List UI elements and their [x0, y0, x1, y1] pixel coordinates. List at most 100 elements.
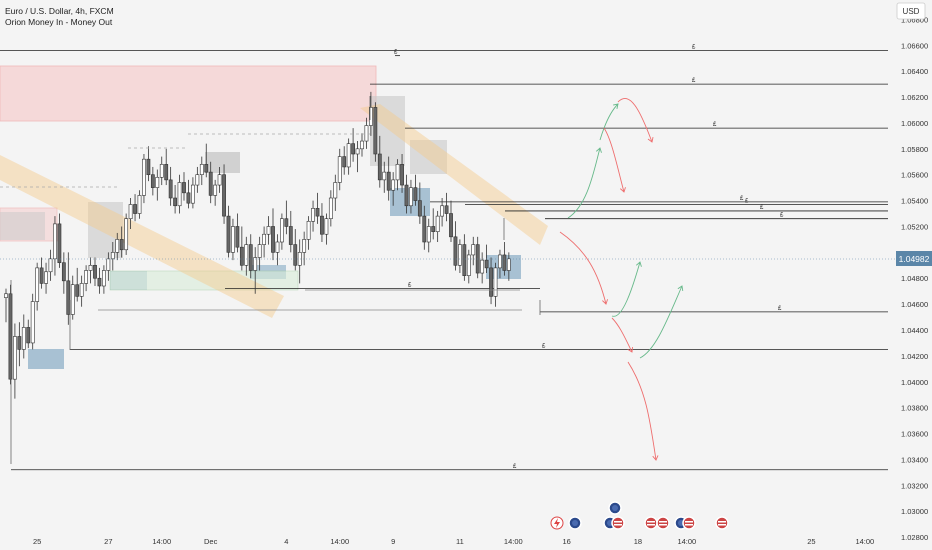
currency-button[interactable] — [896, 2, 926, 20]
flag-icon[interactable] — [568, 516, 582, 530]
flag-icon[interactable] — [644, 516, 658, 530]
y-tick-label: 1.03600 — [901, 430, 928, 439]
projection-down-path — [611, 317, 633, 353]
y-tick-label: 1.06400 — [901, 67, 928, 76]
level-label: £ — [408, 283, 412, 289]
candle — [506, 252, 511, 281]
lightning-icon[interactable] — [550, 516, 564, 530]
candle — [440, 198, 445, 227]
candle — [466, 249, 471, 284]
candle — [150, 166, 155, 196]
candle — [119, 226, 124, 258]
candle — [124, 213, 129, 255]
candle — [400, 154, 404, 193]
y-tick-label: 1.05600 — [901, 171, 928, 180]
candle — [391, 172, 396, 206]
flag-icon[interactable] — [608, 501, 622, 515]
candle — [431, 208, 436, 240]
arrow-head — [635, 261, 642, 267]
level-label: £ — [760, 205, 764, 211]
projection-down-path — [627, 361, 657, 461]
grey-zone-2 — [205, 152, 240, 173]
chart-title: Euro / U.S. Dollar, 4h, FXCM — [5, 6, 114, 16]
y-tick-label: 1.03200 — [901, 481, 928, 490]
candle — [4, 288, 8, 323]
projection-up-path — [567, 147, 601, 219]
x-tick-label: 4 — [284, 537, 288, 546]
candle — [75, 267, 80, 302]
candle — [110, 242, 115, 271]
candle — [177, 174, 182, 214]
y-tick-label: 1.03400 — [901, 455, 928, 464]
x-tick-label: 11 — [456, 537, 464, 546]
projection-up-path — [639, 285, 683, 359]
flag-icon[interactable] — [715, 516, 729, 530]
candle — [8, 284, 13, 385]
level-label: £ — [780, 213, 784, 219]
y-tick-label: 1.03000 — [901, 507, 928, 516]
price-axis[interactable] — [888, 0, 932, 550]
level-label: £ — [542, 343, 546, 349]
candle — [253, 247, 258, 294]
candle — [39, 257, 44, 289]
y-tick-label: 1.05800 — [901, 145, 928, 154]
candle — [142, 154, 146, 204]
candle — [84, 265, 89, 292]
x-tick-label: 18 — [634, 537, 642, 546]
candle — [320, 203, 324, 242]
x-tick-label: 14:00 — [855, 537, 874, 546]
flag-icon[interactable] — [656, 516, 670, 530]
candle — [306, 216, 311, 250]
projection-down-path — [603, 127, 625, 193]
candle — [137, 190, 142, 219]
currency-label: USD — [903, 7, 920, 16]
y-tick-label: 1.03800 — [901, 404, 928, 413]
y-tick-label: 1.06200 — [901, 93, 928, 102]
y-tick-label: 1.02800 — [901, 533, 928, 542]
candle — [489, 257, 493, 305]
y-tick-label: 1.04600 — [901, 300, 928, 309]
candle — [462, 234, 467, 281]
y-tick-label: 1.04200 — [901, 352, 928, 361]
candle — [315, 192, 320, 224]
candle — [409, 179, 413, 214]
x-tick-label: 14:00 — [504, 537, 523, 546]
y-tick-label: 1.06800 — [901, 15, 928, 24]
candle — [248, 234, 253, 279]
arrow-head — [647, 137, 654, 143]
candle — [70, 275, 75, 320]
x-tick-label: 25 — [33, 537, 41, 546]
candle — [337, 148, 342, 191]
candle — [364, 117, 369, 149]
candle — [173, 185, 178, 214]
x-tick-label: 14:00 — [677, 537, 696, 546]
candle — [453, 221, 458, 271]
y-tick-label: 1.05400 — [901, 197, 928, 206]
candle — [208, 161, 213, 204]
candle — [426, 218, 431, 253]
candle — [377, 135, 382, 188]
level-label: £ — [692, 78, 696, 84]
y-tick-label: 1.04800 — [901, 274, 928, 283]
projection-up-path — [599, 103, 619, 141]
candle — [244, 236, 249, 276]
candle — [297, 239, 302, 284]
projection-up-path — [611, 261, 641, 317]
level-label: £ — [740, 196, 744, 202]
candle — [44, 262, 48, 294]
candle — [88, 257, 93, 284]
flag-icon[interactable] — [682, 516, 696, 530]
candle — [449, 200, 453, 242]
level-label: £ — [713, 122, 717, 128]
candle — [395, 159, 400, 191]
y-tick-label: 1.05200 — [901, 222, 928, 231]
supply-zone-top — [0, 65, 377, 122]
level-label: £ — [745, 198, 749, 204]
candle — [235, 213, 240, 253]
arrow-head — [620, 187, 626, 193]
candle — [159, 156, 164, 186]
candle — [115, 232, 120, 261]
flag-icon[interactable] — [611, 516, 625, 530]
current-price-label: 1.04982 — [899, 254, 930, 264]
